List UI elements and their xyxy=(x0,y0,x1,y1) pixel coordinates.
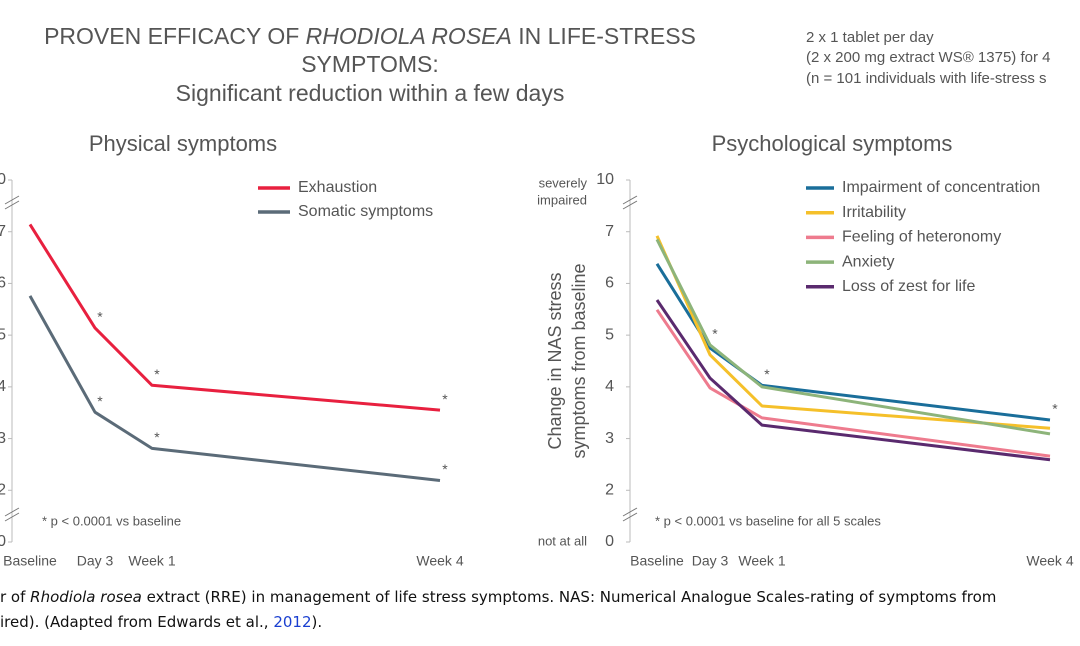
axis-break xyxy=(622,507,638,522)
x-tick-label: Baseline xyxy=(3,553,57,569)
y-tick-label: 7 xyxy=(605,223,614,240)
y-tick-label: 4 xyxy=(0,378,6,395)
axis-break xyxy=(622,195,638,210)
series-line xyxy=(28,295,441,482)
significance-mark: * xyxy=(97,309,103,325)
footnote: * p < 0.0001 vs baseline xyxy=(42,513,181,528)
series-line xyxy=(655,238,1051,436)
bottom-label: not at all xyxy=(538,533,587,548)
chart-title: Physical symptoms xyxy=(89,131,277,156)
title-part: PROVEN EFFICACY OF xyxy=(44,23,306,49)
y-tick-label: 2 xyxy=(0,482,6,499)
significance-mark: * xyxy=(442,461,448,477)
title: SYMPTOMS: xyxy=(301,51,439,77)
title-part: RHODIOLA ROSEA xyxy=(306,23,512,49)
y-tick-label: 6 xyxy=(605,275,614,292)
legend-label: Somatic symptoms xyxy=(298,203,433,220)
figure: PROVEN EFFICACY OF RHODIOLA ROSEA IN LIF… xyxy=(0,23,1074,569)
x-tick-label: Week 1 xyxy=(738,553,785,569)
axis-break xyxy=(4,507,20,522)
dosage: 2 x 1 tablet per day xyxy=(806,29,934,46)
x-tick-label: Day 3 xyxy=(77,553,114,569)
y-tick-label: 2 xyxy=(605,482,614,499)
caption: ired). (Adapted from Edwards et al., 201… xyxy=(0,613,322,631)
significance-mark: * xyxy=(97,393,103,409)
caption-part: Rhodiola rosea xyxy=(30,588,142,606)
title: PROVEN EFFICACY OF RHODIOLA ROSEA IN LIF… xyxy=(44,23,696,49)
y-tick-label: 5 xyxy=(605,326,614,343)
significance-mark: * xyxy=(712,326,718,342)
y-tick-label: 0 xyxy=(605,533,614,550)
caption-part: ired). (Adapted from Edwards et al., xyxy=(0,613,274,631)
citation-link[interactable]: 2012 xyxy=(273,613,312,631)
chart-title: Psychological symptoms xyxy=(712,131,953,156)
x-tick-label: Week 1 xyxy=(128,553,175,569)
axis-break xyxy=(4,195,20,210)
y-axis-label: symptoms from baseline xyxy=(569,263,589,458)
y-tick-label: 3 xyxy=(605,430,614,447)
top-label: impaired xyxy=(537,192,587,207)
caption-part: extract (RRE) in management of life stre… xyxy=(141,588,997,606)
legend-label: Irritability xyxy=(842,204,906,221)
top-label: severely xyxy=(539,175,588,190)
series-line xyxy=(655,299,1051,462)
legend-label: Feeling of heteronomy xyxy=(842,229,1001,246)
y-tick-label: 4 xyxy=(605,378,614,395)
dosage: (2 x 200 mg extract WS® 1375) for 4 xyxy=(806,49,1050,66)
legend-label: Exhaustion xyxy=(298,179,377,196)
y-tick-label: 10 xyxy=(0,171,6,188)
x-tick-label: Week 4 xyxy=(416,553,463,569)
y-tick-label: 7 xyxy=(0,223,6,240)
y-tick-label: 10 xyxy=(596,171,614,188)
caption: r of Rhodiola rosea extract (RRE) in man… xyxy=(0,588,996,606)
significance-mark: * xyxy=(1052,401,1058,417)
x-tick-label: Baseline xyxy=(630,553,684,569)
significance-mark: * xyxy=(442,391,448,407)
significance-mark: * xyxy=(764,366,770,382)
caption-part: ). xyxy=(311,613,323,631)
significance-mark: * xyxy=(154,429,160,445)
legend-label: Impairment of concentration xyxy=(842,179,1040,196)
dosage: (n = 101 individuals with life-stress s xyxy=(806,70,1047,87)
series-line xyxy=(28,223,441,412)
y-tick-label: 6 xyxy=(0,275,6,292)
title-part: IN LIFE-STRESS xyxy=(512,23,696,49)
legend-label: Anxiety xyxy=(842,253,894,270)
footnote: * p < 0.0001 vs baseline for all 5 scale… xyxy=(655,513,881,528)
y-tick-label: 0 xyxy=(0,533,6,550)
significance-mark: * xyxy=(154,366,160,382)
y-tick-label: 5 xyxy=(0,326,6,343)
y-axis-label: Change in NAS stress xyxy=(545,272,565,449)
subtitle: Significant reduction within a few days xyxy=(176,80,565,106)
y-tick-label: 3 xyxy=(0,430,6,447)
caption-part: r of xyxy=(0,588,31,606)
legend-label: Loss of zest for life xyxy=(842,278,975,295)
x-tick-label: Week 4 xyxy=(1026,553,1073,569)
x-tick-label: Day 3 xyxy=(692,553,729,569)
